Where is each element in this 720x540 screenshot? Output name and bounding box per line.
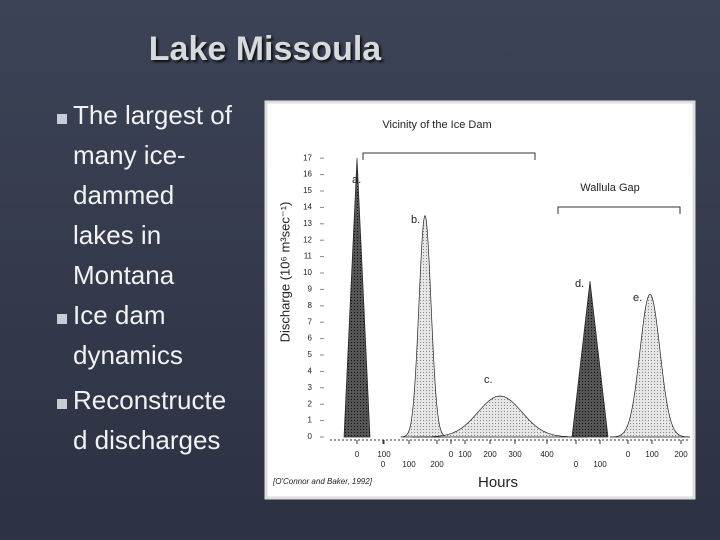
- y-tick-label: 8: [308, 301, 313, 310]
- y-tick-label: 0: [308, 432, 313, 441]
- bracket: [362, 152, 536, 160]
- hydrograph: [412, 395, 588, 438]
- y-tick-label: 9: [308, 285, 313, 294]
- x-tick-label: 0: [355, 450, 360, 459]
- group-label: Vicinity of the Ice Dam: [382, 119, 491, 131]
- bullet-marker: [57, 399, 67, 409]
- y-tick-label: 17: [303, 153, 312, 162]
- bracket: [557, 206, 681, 214]
- hydrograph: [400, 214, 450, 438]
- y-tick-label: 14: [303, 203, 312, 212]
- y-tick-label: 11: [304, 252, 313, 261]
- x-tick-label: 100: [593, 460, 607, 469]
- y-tick-label: 4: [308, 367, 313, 376]
- y-axis-label: Discharge (10⁶ m³sec⁻¹): [277, 202, 292, 343]
- citation: [O'Connor and Baker, 1992]: [272, 477, 373, 486]
- x-tick-label: 0: [574, 460, 579, 469]
- slide-title: Lake Missoula: [148, 30, 382, 68]
- x-tick-label: 0: [626, 450, 631, 459]
- y-tick-label: 15: [303, 186, 312, 195]
- figure: Vicinity of the Ice Dam Wallula Gap Disc…: [264, 100, 696, 500]
- bullet-text: Reconstructe: [73, 385, 227, 415]
- x-tick-label: 200: [430, 460, 444, 469]
- bullet-text: dammed: [73, 180, 175, 210]
- x-tick-label: 100: [458, 450, 472, 459]
- figure-frame: [264, 100, 696, 500]
- x-tick-label: 100: [402, 460, 416, 469]
- hydrograph: [571, 281, 609, 438]
- bullet-text: many ice-: [73, 140, 186, 170]
- hydrograph-label: b.: [411, 214, 420, 226]
- y-tick-label: 16: [303, 170, 312, 179]
- bullet-marker: [57, 314, 67, 324]
- bullet-text: d discharges: [73, 425, 221, 455]
- hydrograph: [343, 158, 371, 438]
- group-label: Wallula Gap: [580, 182, 640, 194]
- x-tick-label: 300: [508, 450, 522, 459]
- bullet-text: The largest of: [73, 100, 232, 130]
- hydrograph-label: c.: [484, 374, 493, 386]
- x-tick-label: 200: [483, 450, 497, 459]
- y-tick-label: 13: [303, 219, 312, 228]
- hydrograph-label: a.: [352, 174, 361, 186]
- hydrograph-label: e.: [633, 292, 642, 304]
- x-tick-label: 200: [674, 450, 688, 459]
- x-tick-label: 0: [449, 450, 454, 459]
- hydrograph: [609, 293, 691, 438]
- hydrograph-label: d.: [575, 278, 584, 290]
- y-tick-label: 1: [308, 416, 313, 425]
- y-tick-label: 6: [308, 334, 313, 343]
- bullet-text: dynamics: [73, 340, 183, 370]
- x-tick-label: 0: [381, 460, 386, 469]
- x-tick-label: 100: [377, 450, 391, 459]
- y-tick-label: 5: [308, 350, 313, 359]
- bullet-text: lakes in: [73, 220, 162, 250]
- y-tick-label: 12: [303, 235, 312, 244]
- bullet-text: Ice dam: [73, 300, 166, 330]
- x-tick-label: 400: [540, 450, 554, 459]
- y-tick-label: 10: [303, 268, 312, 277]
- x-tick-label: 100: [645, 450, 659, 459]
- x-axis-label: Hours: [478, 474, 518, 491]
- y-tick-label: 7: [308, 317, 313, 326]
- bullet-text: Montana: [73, 260, 175, 290]
- bullet-marker: [57, 114, 67, 124]
- y-tick-label: 2: [308, 399, 313, 408]
- y-tick-label: 3: [308, 383, 313, 392]
